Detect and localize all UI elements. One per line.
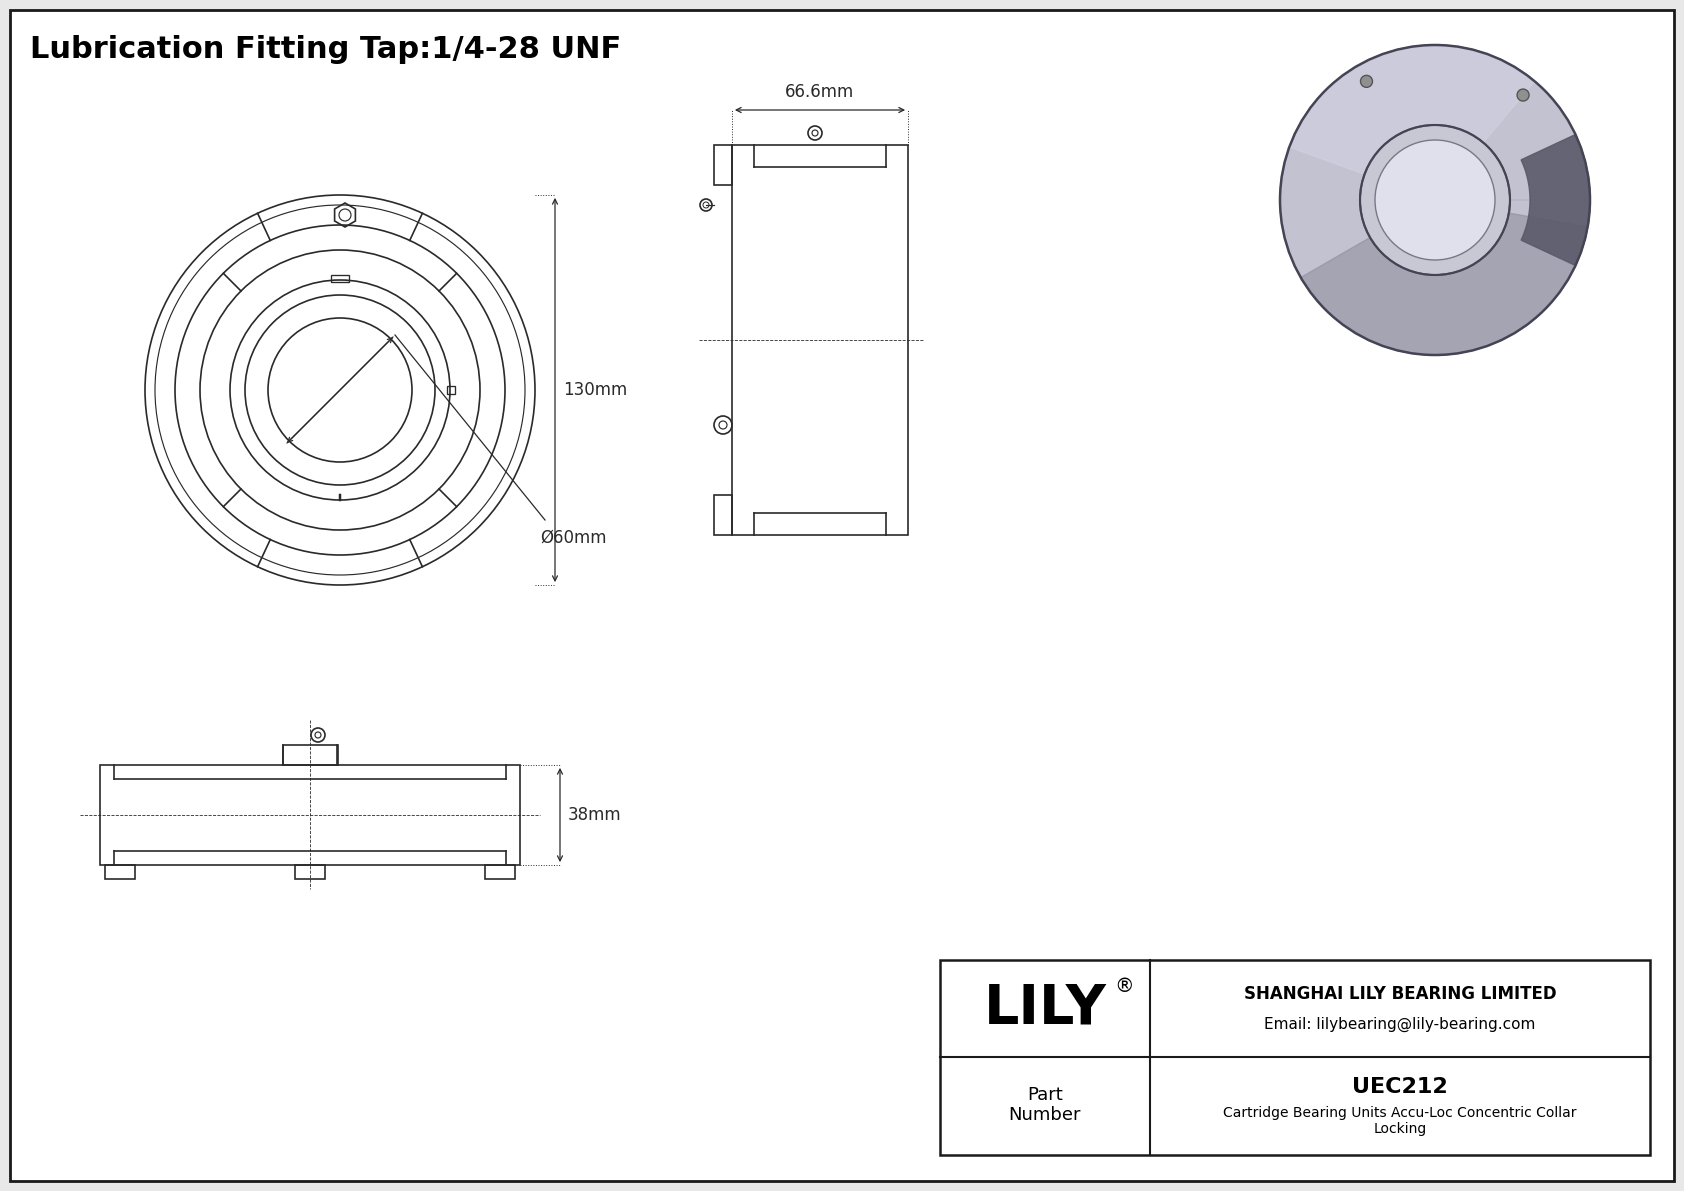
Bar xyxy=(99,765,520,865)
Bar xyxy=(295,865,325,879)
Bar xyxy=(283,746,338,765)
Circle shape xyxy=(1376,141,1495,260)
Text: UEC212: UEC212 xyxy=(1352,1077,1448,1097)
Bar xyxy=(714,145,733,185)
Bar xyxy=(940,960,1650,1155)
Text: 38mm: 38mm xyxy=(568,806,621,824)
Polygon shape xyxy=(1280,45,1590,355)
Text: SHANGHAI LILY BEARING LIMITED: SHANGHAI LILY BEARING LIMITED xyxy=(1244,985,1556,1003)
Bar xyxy=(332,275,349,282)
Bar xyxy=(714,495,733,535)
Circle shape xyxy=(1361,75,1372,87)
Bar xyxy=(446,386,455,394)
Polygon shape xyxy=(1521,135,1590,266)
Bar xyxy=(485,865,515,879)
Polygon shape xyxy=(1290,45,1534,174)
Text: Ø60mm: Ø60mm xyxy=(541,529,606,547)
Text: Email: lilybearing@lily-bearing.com: Email: lilybearing@lily-bearing.com xyxy=(1265,1016,1536,1031)
Bar xyxy=(733,145,908,535)
Text: 130mm: 130mm xyxy=(562,381,626,399)
Text: Cartridge Bearing Units Accu-Loc Concentric Collar
Locking: Cartridge Bearing Units Accu-Loc Concent… xyxy=(1223,1106,1576,1136)
Text: 66.6mm: 66.6mm xyxy=(785,83,854,101)
Text: LILY: LILY xyxy=(983,981,1106,1035)
Polygon shape xyxy=(1300,213,1588,355)
Text: Part
Number: Part Number xyxy=(1009,1086,1081,1124)
Text: ®: ® xyxy=(1115,977,1133,996)
Circle shape xyxy=(1517,89,1529,101)
Bar xyxy=(104,865,135,879)
Text: Lubrication Fitting Tap:1/4-28 UNF: Lubrication Fitting Tap:1/4-28 UNF xyxy=(30,36,621,64)
Circle shape xyxy=(1361,125,1511,275)
